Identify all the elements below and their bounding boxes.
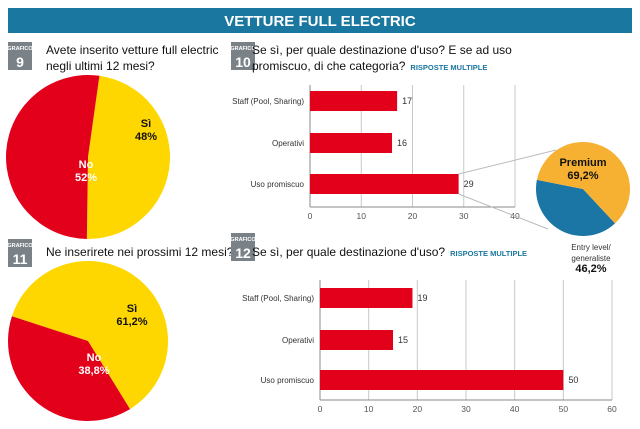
chart-title-line: Se sì, per quale destinazione d'uso?	[252, 245, 445, 259]
bar	[320, 330, 393, 350]
bar-category-label: Staff (Pool, Sharing)	[232, 97, 304, 106]
badge-box	[231, 233, 255, 261]
grafico-9: GRAFICO 9 Avete inserito vetture full elec…	[5, 42, 219, 239]
bar	[320, 370, 564, 390]
x-tick-label: 40	[510, 404, 520, 414]
pie-slice	[11, 261, 168, 410]
bar	[310, 91, 398, 111]
slice-value: 38,8%	[78, 365, 109, 377]
pie-slice-entry-level	[536, 179, 616, 236]
slice-value: 61,2%	[116, 316, 147, 328]
x-tick-label: 0	[318, 404, 323, 414]
x-tick-label: 30	[461, 404, 471, 414]
chart-title-line: Avete inserito vetture full electric	[46, 43, 219, 57]
chart-title-line: Se sì, per quale destinazione d'uso? E s…	[252, 43, 512, 57]
slice-value: 52%	[75, 172, 97, 184]
badge-number: 12	[235, 245, 251, 261]
bar-category-label: Operativi	[272, 139, 304, 148]
bar	[310, 174, 459, 194]
bar	[320, 288, 413, 308]
x-tick-label: 10	[364, 404, 374, 414]
slice-value: 69,2%	[567, 170, 598, 182]
bar-value-label: 15	[398, 335, 408, 345]
slice-label: Entry level/	[571, 243, 611, 252]
x-tick-label: 50	[559, 404, 569, 414]
slice-label: No	[87, 352, 102, 364]
slice-label: Sì	[127, 303, 137, 315]
badge-number: 9	[16, 54, 24, 70]
bar-value-label: 50	[568, 375, 578, 385]
badge-number: 10	[235, 54, 251, 70]
grafico-12: GRAFICO 12 Se sì, per quale destinazione d…	[230, 233, 617, 414]
x-tick-label: 20	[413, 404, 423, 414]
badge-box	[8, 239, 32, 267]
slice-label: Sì	[141, 118, 151, 130]
x-tick-label: 20	[408, 211, 418, 221]
slice-value: 46,2%	[575, 263, 606, 275]
connector-line	[458, 149, 557, 175]
bar-value-label: 19	[417, 293, 427, 303]
slice-label: generaliste	[571, 254, 611, 263]
badge-label: GRAFICO	[7, 46, 33, 52]
pie-slice	[5, 74, 100, 239]
chart-subtitle: RISPOSTE MULTIPLE	[410, 63, 487, 72]
badge-label: GRAFICO	[230, 46, 256, 52]
connector-line	[458, 193, 549, 230]
slice-label: No	[79, 159, 94, 171]
slice-label: Premium	[559, 157, 606, 169]
badge-number: 11	[13, 251, 28, 267]
bar-category-label: Uso promiscuo	[261, 376, 315, 385]
chart-subtitle: RISPOSTE MULTIPLE	[450, 249, 527, 258]
x-tick-label: 10	[357, 211, 367, 221]
pie-slice-premium	[536, 141, 630, 224]
badge-label: GRAFICO	[230, 237, 256, 243]
bar-value-label: 17	[402, 96, 412, 106]
bar	[310, 133, 392, 153]
bar-category-label: Uso promiscuo	[251, 180, 305, 189]
bar-category-label: Operativi	[282, 336, 314, 345]
pie-slice	[7, 316, 131, 422]
bar-category-label: Staff (Pool, Sharing)	[242, 294, 314, 303]
badge-label: GRAFICO	[7, 243, 33, 249]
chart-title-line: promiscuo, di che categoria?	[252, 59, 406, 73]
pie-slice	[86, 75, 170, 239]
header-title: VETTURE FULL ELECTRIC	[224, 13, 416, 30]
chart-title-line: negli ultimi 12 mesi?	[46, 59, 155, 73]
bar-value-label: 16	[397, 138, 407, 148]
badge-box	[8, 42, 32, 70]
x-tick-label: 60	[607, 404, 617, 414]
chart-title-line: Ne inserirete nei prossimi 12 mesi?	[46, 245, 234, 259]
badge-box	[231, 42, 255, 70]
bar-value-label: 29	[464, 179, 474, 189]
slice-value: 48%	[135, 131, 157, 143]
x-tick-label: 30	[459, 211, 469, 221]
header-bar	[8, 8, 632, 33]
grafico-11: GRAFICO 11 Ne inserirete nei prossimi 12 m…	[7, 239, 234, 422]
x-tick-label: 0	[308, 211, 313, 221]
